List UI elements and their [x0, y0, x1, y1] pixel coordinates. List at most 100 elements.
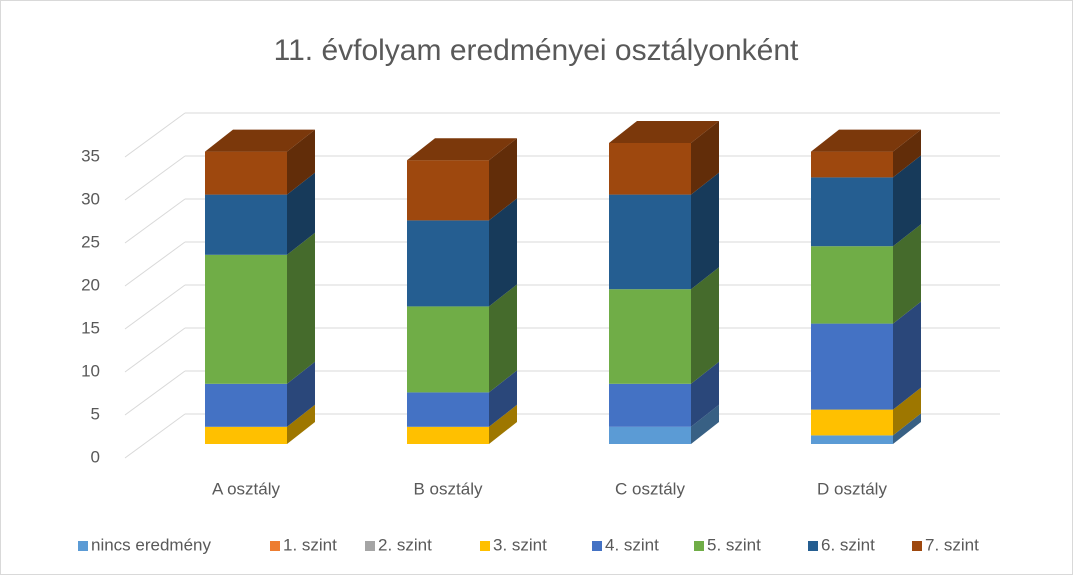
grid-line-side [124, 370, 186, 416]
bar-side [489, 138, 517, 221]
bar-top [609, 121, 719, 143]
bar-front [609, 426, 691, 444]
legend-label: nincs eredmény [91, 535, 212, 554]
bar-segment [811, 387, 921, 436]
bar-segment [811, 413, 921, 444]
bar-side [893, 387, 921, 436]
bar-side [691, 172, 719, 290]
bar-front [407, 160, 489, 221]
bar-side [691, 404, 719, 444]
bar-front [205, 254, 287, 384]
bar-segment [205, 232, 315, 384]
bar-side [489, 370, 517, 427]
legend-label: 7. szint [925, 535, 979, 554]
bar-front [811, 177, 893, 247]
legend-swatch [270, 541, 280, 551]
legend-swatch [78, 541, 88, 551]
bar-side [893, 301, 921, 410]
bar-side [691, 361, 719, 427]
bar-side [893, 129, 921, 178]
legend-label: 1. szint [283, 535, 337, 554]
grid-line-side [124, 198, 186, 244]
bar-segment [811, 129, 921, 178]
bar-segment [407, 198, 517, 307]
legend-label: 2. szint [378, 535, 432, 554]
bar-front [609, 383, 691, 427]
legend-swatch [808, 541, 818, 551]
bar-segment [609, 267, 719, 384]
bar-side [893, 155, 921, 247]
legend-swatch [912, 541, 922, 551]
bar-segment [205, 129, 315, 195]
bar-front [407, 220, 489, 307]
bar-front [811, 323, 893, 410]
y-tick-label: 25 [81, 232, 100, 251]
chart-title: 11. évfolyam eredményei osztályonként [274, 34, 799, 67]
legend-swatch [365, 541, 375, 551]
grid-line-side [124, 413, 186, 459]
bar-segment [811, 224, 921, 324]
grid-line-side [124, 327, 186, 373]
grid-line-side [124, 155, 186, 201]
x-tick-label: B osztály [414, 479, 483, 498]
y-tick-label: 20 [81, 275, 100, 294]
bar-segment [609, 361, 719, 427]
grid-line-side [124, 284, 186, 330]
grid-line-side [124, 241, 186, 287]
bar-segment [609, 404, 719, 444]
bar-front [811, 151, 893, 178]
bar-segment [811, 155, 921, 247]
y-tick-label: 30 [81, 189, 100, 208]
bar-segment [407, 138, 517, 221]
bar-side [287, 129, 315, 195]
bar-front [609, 194, 691, 290]
bar-top [407, 138, 517, 161]
legend-label: 5. szint [707, 535, 761, 554]
bar-side [287, 232, 315, 384]
bar-top [205, 129, 315, 152]
bar-front [407, 392, 489, 427]
y-tick-label: 15 [81, 318, 100, 337]
legend-label: 4. szint [605, 535, 659, 554]
y-tick-label: 10 [81, 361, 100, 380]
bar-side [287, 172, 315, 255]
bar-front [205, 383, 287, 427]
x-tick-label: D osztály [817, 479, 887, 498]
bar-side [287, 361, 315, 427]
bar-segment [205, 404, 315, 444]
bar-front [205, 194, 287, 255]
legend-swatch [592, 541, 602, 551]
bar-side [287, 404, 315, 444]
bar-side [893, 224, 921, 324]
bar-segment [407, 284, 517, 393]
y-tick-label: 35 [81, 146, 100, 165]
bar-front [811, 435, 893, 444]
bar-front [205, 151, 287, 195]
y-tick-label: 0 [91, 447, 100, 466]
bar-segment [407, 370, 517, 427]
bar-segment [407, 404, 517, 444]
bar-front [811, 246, 893, 324]
bar-side [691, 267, 719, 384]
bar-side [489, 284, 517, 393]
bar-top [811, 129, 921, 152]
bar-segment [205, 172, 315, 255]
bar-segment [609, 172, 719, 290]
bar-front [205, 426, 287, 444]
legend-label: 3. szint [493, 535, 547, 554]
bar-segment [609, 121, 719, 195]
grid-line-side [124, 112, 186, 158]
bar-side [489, 404, 517, 444]
y-tick-label: 5 [91, 404, 100, 423]
bar-front [811, 409, 893, 436]
bar-front [407, 426, 489, 444]
legend-label: 6. szint [821, 535, 875, 554]
x-tick-label: C osztály [615, 479, 685, 498]
x-tick-label: A osztály [212, 479, 281, 498]
legend-swatch [694, 541, 704, 551]
bar-side [893, 413, 921, 444]
bar-front [609, 143, 691, 195]
bar-front [407, 306, 489, 393]
bar-segment [811, 301, 921, 410]
